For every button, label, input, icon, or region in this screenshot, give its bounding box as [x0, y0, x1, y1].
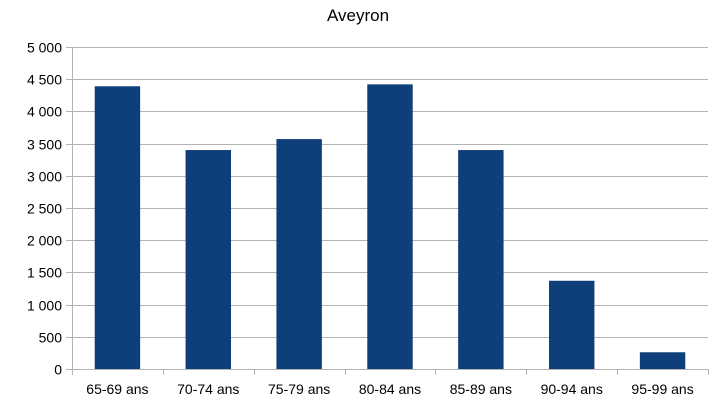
- bar: [549, 280, 595, 369]
- y-tick-label: 3 000: [27, 169, 62, 185]
- y-tick-label: 1 500: [27, 265, 62, 281]
- x-tick-label: 65-69 ans: [86, 381, 148, 397]
- y-tick-label: 4 000: [27, 104, 62, 120]
- x-tick-label: 80-84 ans: [359, 381, 421, 397]
- bar: [367, 84, 413, 370]
- y-tick-label: 5 000: [27, 40, 62, 56]
- x-tick-label: 70-74 ans: [177, 381, 239, 397]
- y-tick-label: 500: [39, 330, 63, 346]
- bar: [276, 139, 322, 369]
- y-tick-label: 2 500: [27, 201, 62, 217]
- bar: [185, 150, 231, 369]
- chart-title: Aveyron: [326, 6, 390, 25]
- y-tick-label: 3 500: [27, 137, 62, 153]
- x-tick-label: 95-99 ans: [631, 381, 693, 397]
- y-tick-label: 4 500: [27, 72, 62, 88]
- x-tick-label: 75-79 ans: [268, 381, 330, 397]
- x-tick-label: 90-94 ans: [541, 381, 603, 397]
- bar: [458, 150, 504, 369]
- bar: [94, 86, 141, 369]
- bar: [639, 352, 686, 369]
- y-tick-label: 2 000: [27, 233, 62, 249]
- x-tick-label: 85-89 ans: [450, 381, 512, 397]
- y-tick-label: 1 000: [27, 298, 62, 314]
- y-tick-label: 0: [54, 362, 62, 378]
